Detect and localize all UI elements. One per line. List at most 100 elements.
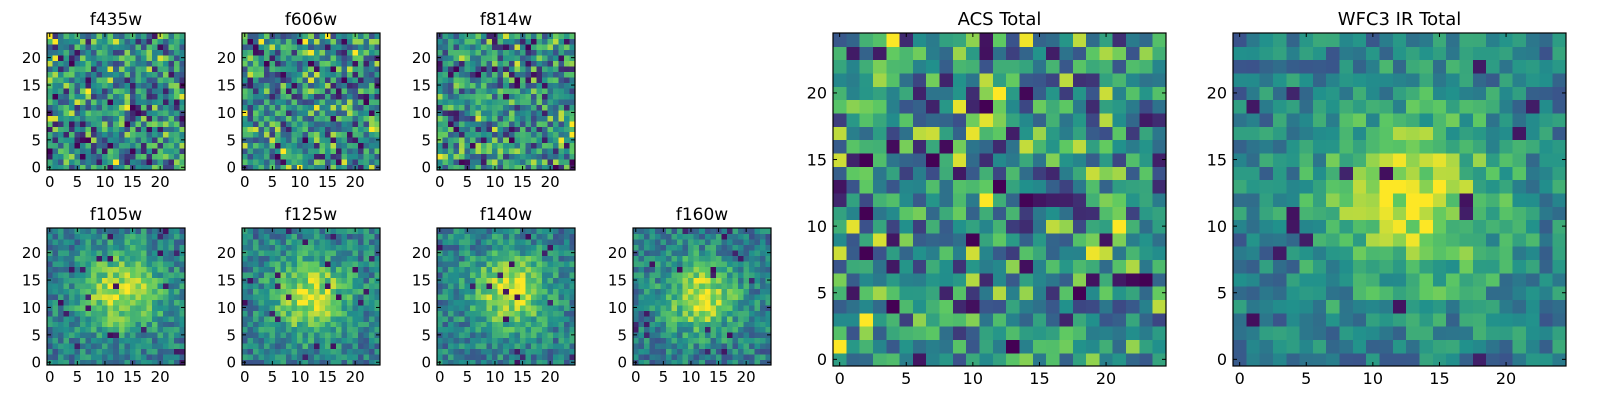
- heatmap-cell: [448, 104, 455, 111]
- heatmap-cell: [453, 142, 460, 149]
- heatmap-cell: [912, 206, 927, 221]
- heatmap-cell: [872, 259, 887, 274]
- heatmap-cell: [481, 131, 488, 138]
- heatmap-cell: [58, 33, 65, 40]
- heatmap-cell: [80, 332, 87, 339]
- x-tick-label: 10: [485, 173, 504, 191]
- heatmap-cell: [102, 38, 109, 45]
- heatmap-cell: [352, 310, 359, 317]
- heatmap-cell: [85, 93, 92, 100]
- heatmap-cell: [129, 244, 136, 251]
- heatmap-cell: [536, 277, 543, 284]
- x-tick-label: 5: [73, 173, 83, 191]
- heatmap-cell: [258, 126, 265, 133]
- heatmap-cell: [1112, 326, 1127, 340]
- heatmap-cells: [633, 228, 772, 366]
- heatmap-cell: [748, 337, 756, 344]
- heatmap-cell: [563, 348, 571, 355]
- heatmap-cell: [486, 255, 493, 262]
- heatmap-cell: [247, 343, 254, 350]
- heatmap-cell: [459, 60, 466, 67]
- heatmap-cell: [453, 38, 460, 45]
- heatmap-cell: [242, 120, 249, 127]
- heatmap-cell: [135, 359, 142, 366]
- heatmap-cell: [324, 249, 331, 256]
- heatmap-cell: [638, 348, 645, 355]
- heatmap-cell: [453, 282, 460, 289]
- heatmap-cell: [357, 137, 365, 144]
- heatmap-cell: [258, 120, 265, 127]
- heatmap-cell: [660, 337, 667, 344]
- heatmap-cell: [374, 260, 381, 267]
- heatmap-cell: [514, 49, 521, 56]
- heatmap-cell: [552, 76, 560, 83]
- heatmap-cell: [118, 354, 125, 361]
- heatmap-cell: [286, 271, 293, 278]
- heatmap-cell: [330, 255, 337, 262]
- heatmap-cell: [302, 87, 309, 94]
- heatmap-cell: [497, 326, 504, 333]
- heatmap-cell: [497, 343, 504, 350]
- heatmap-cell: [129, 343, 136, 350]
- heatmap-cell: [966, 352, 981, 367]
- heatmap-cell: [503, 159, 510, 166]
- heatmap-cell: [453, 65, 460, 72]
- heatmap-cell: [162, 326, 170, 333]
- heatmap-cell: [168, 299, 175, 306]
- heatmap-cell: [140, 115, 147, 122]
- heatmap-cell: [481, 82, 488, 89]
- heatmap-cell: [671, 299, 678, 306]
- heatmap-cell: [671, 266, 678, 273]
- heatmap-cell: [324, 321, 331, 328]
- heatmap-cell: [732, 321, 739, 328]
- heatmap-cell: [264, 293, 271, 300]
- heatmap-cell: [107, 299, 114, 306]
- heatmap-cell: [558, 321, 565, 328]
- heatmap-cell: [459, 93, 466, 100]
- heatmap-cell: [470, 321, 477, 328]
- heatmap-cell: [547, 49, 554, 56]
- heatmap-cell: [129, 266, 136, 273]
- heatmap-cell: [374, 131, 381, 138]
- heatmap-cell: [247, 33, 254, 40]
- heatmap-cell: [660, 282, 667, 289]
- heatmap-cell: [737, 255, 744, 262]
- heatmap-cell: [124, 260, 131, 267]
- heatmap-cell: [280, 282, 287, 289]
- heatmap-cell: [732, 332, 739, 339]
- heatmap-cell: [519, 332, 526, 339]
- heatmap-cell: [63, 293, 70, 300]
- heatmap-cell: [162, 233, 170, 240]
- heatmap-cell: [80, 310, 87, 317]
- heatmap-cell: [157, 148, 164, 155]
- heatmap-cell: [242, 293, 249, 300]
- heatmap-cell: [291, 277, 298, 284]
- heatmap-cell: [368, 76, 376, 83]
- heatmap-cell: [357, 33, 365, 40]
- heatmap-cell: [536, 271, 543, 278]
- heatmap-cell: [85, 137, 92, 144]
- heatmap-cell: [308, 266, 315, 273]
- heatmap-cell: [569, 228, 576, 235]
- y-tick-label: 20: [217, 244, 236, 262]
- heatmap-cell: [552, 359, 560, 366]
- heatmap-cell: [833, 326, 847, 340]
- heatmap-cell: [63, 233, 70, 240]
- heatmap-cell: [530, 120, 537, 127]
- heatmap-cell: [118, 359, 125, 366]
- y-tick-label: 15: [217, 271, 236, 289]
- heatmap-cell: [286, 137, 293, 144]
- heatmap-cell: [682, 326, 689, 333]
- heatmap-cell: [464, 120, 471, 127]
- heatmap-cell: [319, 148, 326, 155]
- heatmap-cell: [118, 299, 125, 306]
- y-tick-label: 20: [22, 244, 41, 262]
- heatmap-cell: [536, 326, 543, 333]
- heatmap-cell: [508, 233, 515, 240]
- heatmap-cell: [264, 299, 271, 306]
- heatmap-cell: [666, 326, 673, 333]
- heatmap-cell: [151, 282, 158, 289]
- heatmap-cell: [569, 98, 576, 105]
- heatmap-cell: [872, 192, 887, 207]
- heatmap-cell: [85, 348, 92, 355]
